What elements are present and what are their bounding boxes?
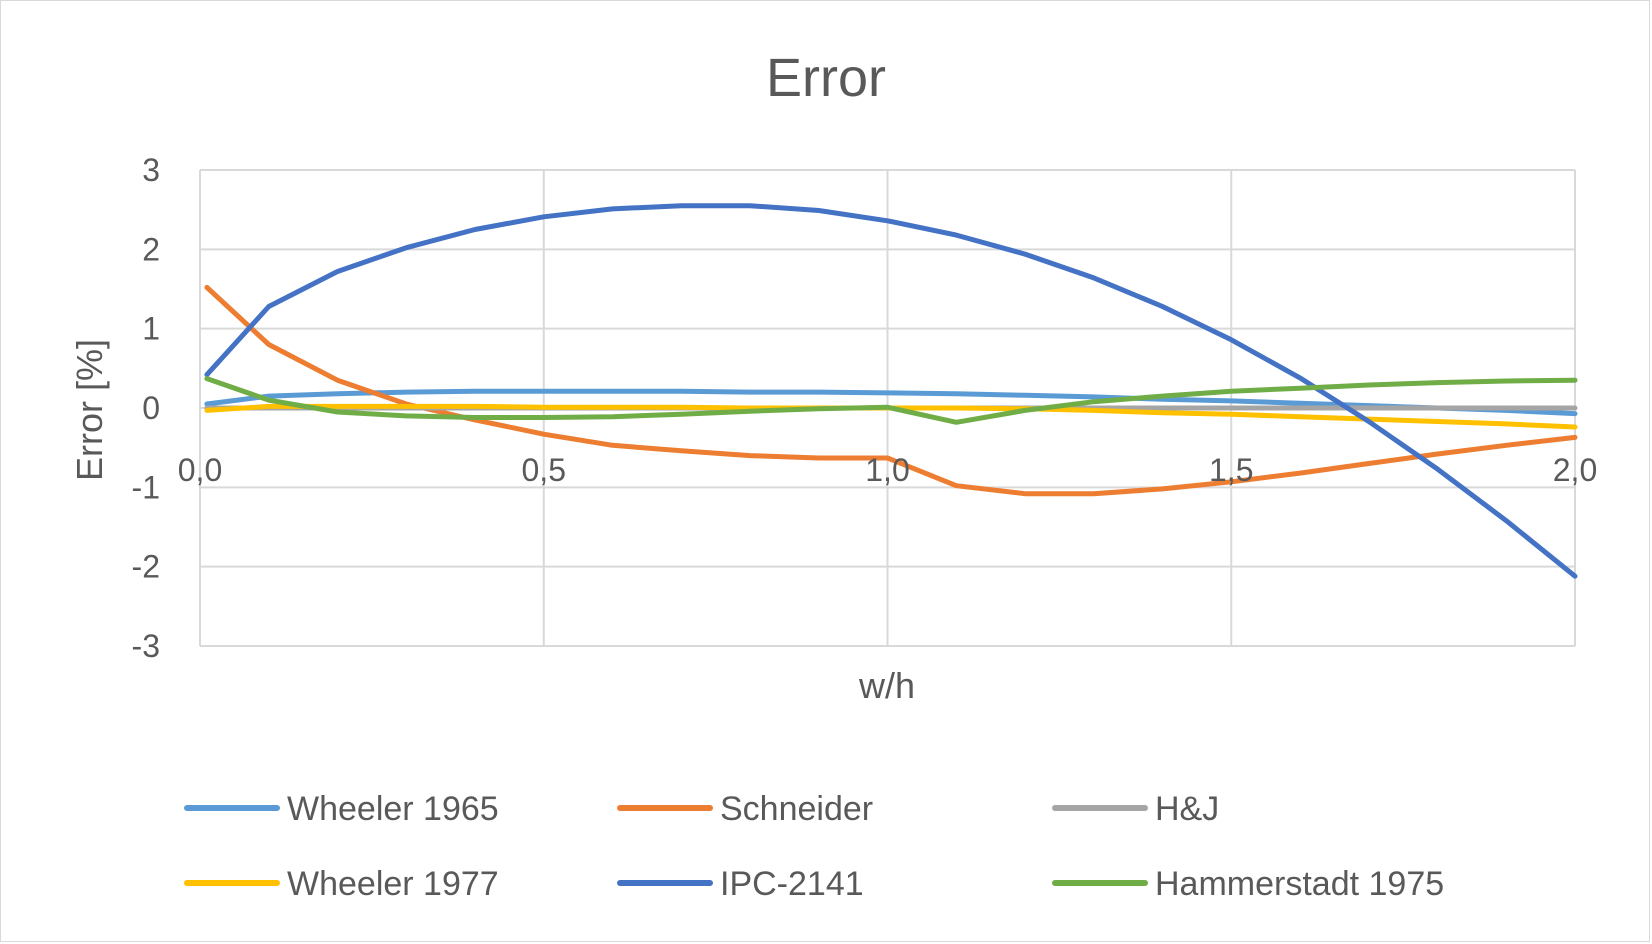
y-tick-labels: -3 -2 -1 0 1 2 3 xyxy=(132,152,160,664)
legend-label-ipc-2141: IPC-2141 xyxy=(720,865,864,903)
x-tick-label: 1,0 xyxy=(865,452,909,488)
x-tick-label: 2,0 xyxy=(1553,452,1597,488)
series-lines xyxy=(204,203,1578,579)
y-axis-title: Error [%] xyxy=(69,339,110,481)
legend-label-schneider: Schneider xyxy=(720,790,873,828)
y-tick-label: 1 xyxy=(142,311,160,347)
legend: Wheeler 1965 Schneider H&J Wheeler 1977 IPC-… xyxy=(184,790,1444,903)
y-tick-label: 3 xyxy=(142,152,160,188)
series-line-hammerstadt-1975 xyxy=(204,376,1578,425)
x-tick-label: 1,5 xyxy=(1209,452,1253,488)
series-line-ipc-2141 xyxy=(204,203,1578,579)
y-tick-label: -1 xyxy=(132,469,160,505)
y-tick-label: 0 xyxy=(142,390,160,426)
chart-title: Error xyxy=(766,48,886,108)
x-tick-label: 0,5 xyxy=(522,452,566,488)
legend-label-wheeler-1965: Wheeler 1965 xyxy=(287,790,499,828)
legend-label-h-j: H&J xyxy=(1155,790,1219,828)
y-tick-label: 2 xyxy=(142,231,160,267)
x-tick-labels: 0,0 0,5 1,0 1,5 2,0 xyxy=(178,452,1597,488)
y-tick-label: -3 xyxy=(132,628,160,664)
y-tick-label: -2 xyxy=(132,549,160,585)
x-axis-title: w/h xyxy=(858,665,915,706)
x-tick-label: 0,0 xyxy=(178,452,222,488)
legend-label-wheeler-1977: Wheeler 1977 xyxy=(287,865,499,903)
legend-label-hammerstadt-1975: Hammerstadt 1975 xyxy=(1155,865,1444,903)
